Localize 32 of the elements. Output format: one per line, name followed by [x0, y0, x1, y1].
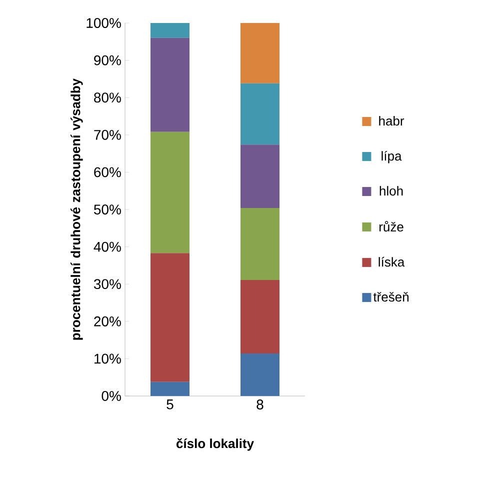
bar	[240, 280, 280, 354]
bar	[150, 132, 190, 254]
bar	[240, 353, 280, 396]
legend-label: hloh	[380, 186, 403, 196]
x-axis-title: číslo lokality	[176, 438, 254, 451]
bar	[240, 144, 280, 208]
y-axis-title: procentuelní druhové zastoupení výsadby	[70, 78, 83, 340]
legend-label: lípa	[382, 150, 402, 164]
y-tick-label: 100%	[86, 18, 121, 28]
legend-label: růže	[379, 220, 404, 232]
y-tick-label: 10%	[94, 354, 121, 364]
bar	[240, 208, 280, 280]
bar	[240, 83, 280, 145]
bar	[150, 253, 190, 382]
y-tick-label: 30%	[94, 279, 121, 290]
bar	[150, 23, 190, 38]
legend-label: líska	[378, 256, 405, 267]
x-tick-label: 8	[256, 400, 264, 410]
y-tick-label: 50%	[94, 204, 121, 214]
y-tick-label: 40%	[94, 242, 121, 252]
y-tick-label: 0%	[102, 391, 121, 401]
bar	[150, 382, 190, 396]
legend-label: habr	[379, 116, 404, 126]
bar	[150, 38, 190, 132]
y-tick-label: 20%	[94, 316, 121, 326]
bar	[240, 23, 280, 84]
legend-label: třešeň	[373, 292, 409, 302]
x-tick-label: 5	[166, 400, 174, 410]
y-tick-label: 60%	[94, 167, 121, 178]
y-tick-label: 70%	[94, 130, 121, 140]
y-tick-label: 80%	[94, 92, 121, 103]
y-tick-label: 90%	[94, 55, 121, 66]
